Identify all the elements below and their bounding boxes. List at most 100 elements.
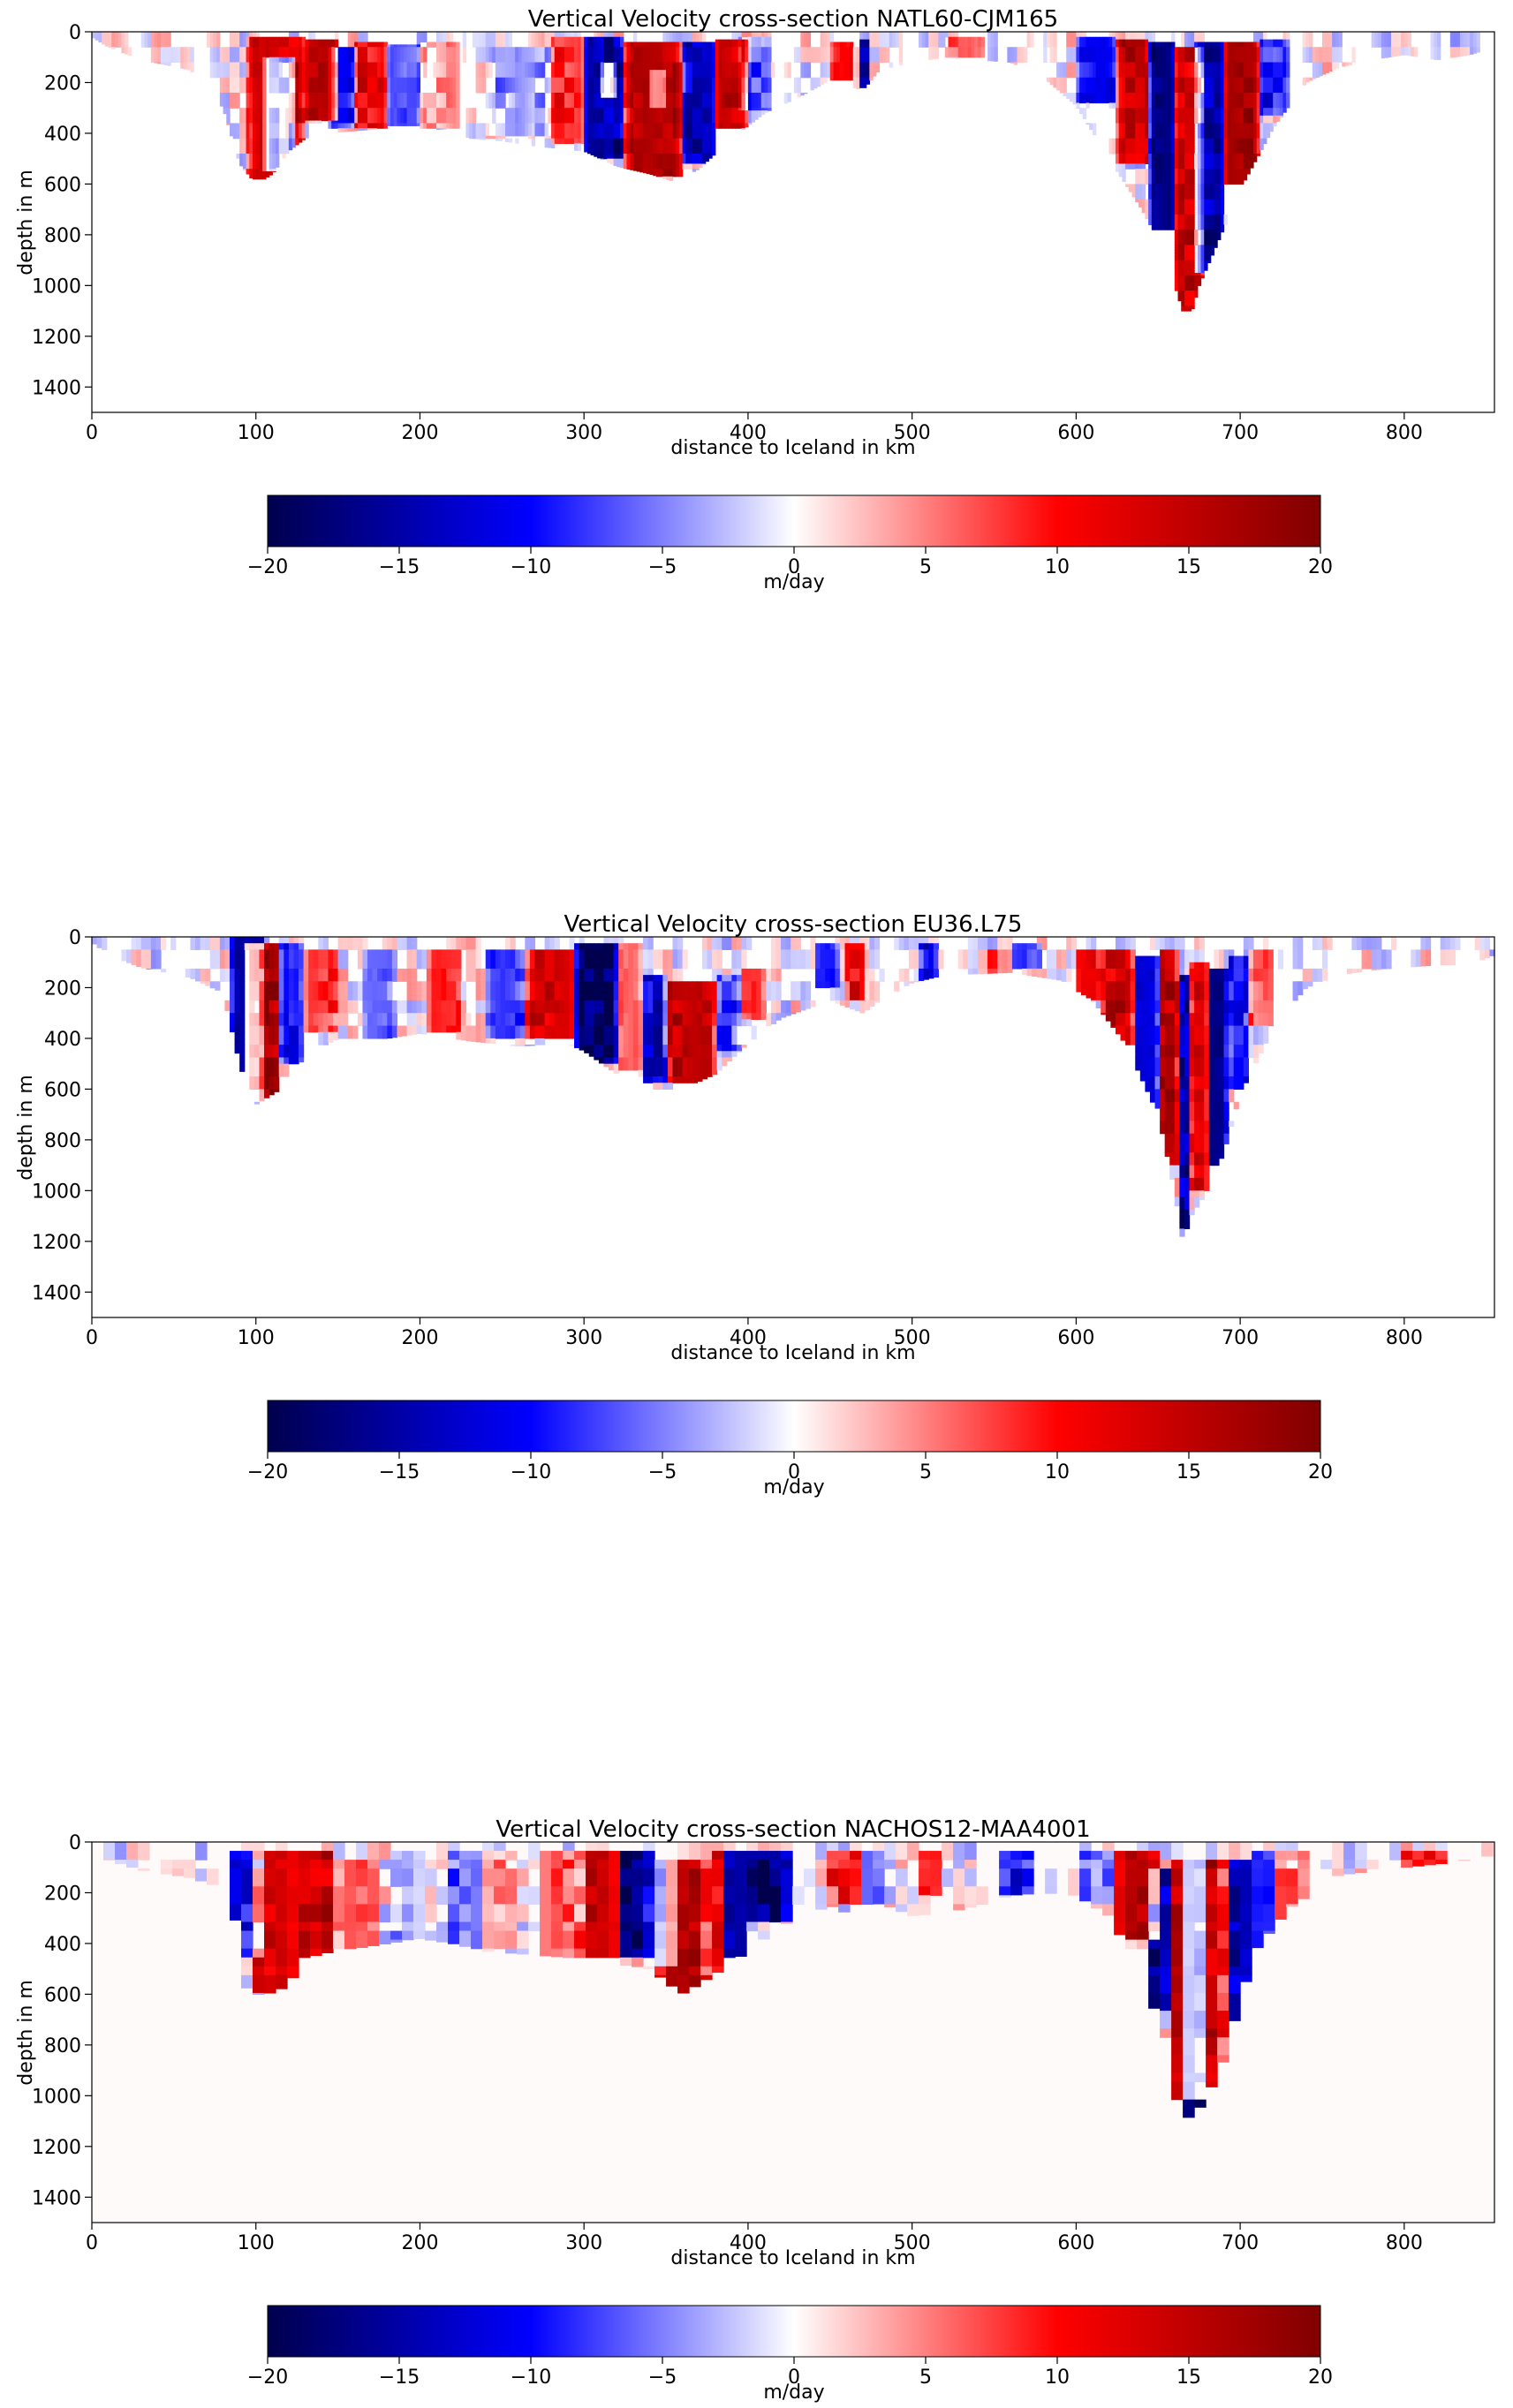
heatmap-cell xyxy=(410,59,414,64)
heatmap-cell xyxy=(308,67,313,71)
heatmap-cell xyxy=(561,85,565,88)
heatmap-cell xyxy=(586,105,592,109)
heatmap-cell xyxy=(282,36,286,41)
heatmap-cell xyxy=(148,34,152,38)
heatmap-cell xyxy=(255,90,261,94)
heatmap-cell xyxy=(617,67,621,71)
heatmap-cell xyxy=(354,115,359,119)
heatmap-cell xyxy=(255,112,261,117)
heatmap-cell xyxy=(276,135,280,140)
heatmap-cell xyxy=(436,79,441,84)
heatmap-cell xyxy=(456,100,460,104)
heatmap-cell xyxy=(443,70,447,73)
heatmap-cell xyxy=(482,82,487,86)
heatmap-cell xyxy=(492,42,496,45)
heatmap-cell xyxy=(255,138,261,142)
heatmap-cell xyxy=(511,123,516,126)
heatmap-cell xyxy=(406,108,411,111)
heatmap-cell xyxy=(318,92,322,96)
heatmap-cell xyxy=(341,57,345,61)
heatmap-cell xyxy=(551,59,556,64)
heatmap-cell xyxy=(557,131,562,134)
heatmap-cell xyxy=(364,36,368,41)
heatmap-cell xyxy=(311,120,316,125)
heatmap-cell xyxy=(295,34,299,38)
heatmap-cell xyxy=(242,74,247,79)
heatmap-cell xyxy=(502,90,506,94)
heatmap-cell xyxy=(449,90,454,94)
heatmap-cell xyxy=(291,70,296,73)
heatmap-cell xyxy=(436,34,441,38)
heatmap-cell xyxy=(262,90,267,94)
heatmap-cell xyxy=(314,115,319,119)
heatmap-cell xyxy=(561,42,565,45)
heatmap-cell xyxy=(357,42,362,45)
heatmap-cell xyxy=(574,82,579,86)
heatmap-cell xyxy=(397,72,401,76)
heatmap-cell xyxy=(383,49,388,53)
heatmap-cell xyxy=(436,94,441,99)
heatmap-cell xyxy=(426,105,431,109)
heatmap-cell xyxy=(242,62,247,65)
heatmap-cell xyxy=(521,100,526,104)
heatmap-cell xyxy=(498,138,503,142)
heatmap-cell xyxy=(121,42,125,45)
heatmap-cell xyxy=(492,97,496,102)
heatmap-cell xyxy=(324,115,329,119)
heatmap-cell xyxy=(443,94,447,99)
heatmap-cell xyxy=(276,74,280,79)
heatmap-cell xyxy=(495,138,500,141)
heatmap-cell xyxy=(561,132,565,137)
heatmap-cell xyxy=(216,34,221,38)
heatmap-cell xyxy=(508,125,513,129)
heatmap-cell xyxy=(525,47,529,50)
heatmap-cell xyxy=(285,51,290,56)
heatmap-cell xyxy=(485,32,490,35)
heatmap-cell xyxy=(230,94,234,99)
heatmap-cell xyxy=(387,105,391,109)
heatmap-cell xyxy=(344,54,349,58)
heatmap-cell xyxy=(433,105,437,109)
heatmap-cell xyxy=(383,117,388,122)
heatmap-cell xyxy=(551,64,556,68)
heatmap-cell xyxy=(531,120,536,125)
heatmap-cell xyxy=(561,79,565,84)
heatmap-cell xyxy=(564,132,569,137)
heatmap-cell xyxy=(525,77,529,81)
heatmap-cell xyxy=(590,153,594,155)
heatmap-cell xyxy=(357,120,362,125)
heatmap-cell xyxy=(314,54,319,58)
heatmap-cell xyxy=(525,92,529,96)
heatmap-cell xyxy=(479,128,483,132)
heatmap-cell xyxy=(525,100,529,104)
heatmap-cell xyxy=(308,105,313,109)
heatmap-cell xyxy=(534,67,539,71)
heatmap-cell xyxy=(617,112,621,117)
heatmap-cell xyxy=(538,115,542,119)
heatmap-cell xyxy=(253,74,257,79)
heatmap-cell xyxy=(383,51,388,56)
heatmap-cell xyxy=(429,97,434,102)
heatmap-cell xyxy=(357,82,362,86)
heatmap-cell xyxy=(557,64,562,68)
heatmap-cell xyxy=(255,132,261,137)
heatmap-cell xyxy=(397,62,401,65)
heatmap-cell xyxy=(259,67,263,71)
heatmap-cell xyxy=(590,138,594,142)
heatmap-cell xyxy=(253,151,257,155)
heatmap-cell xyxy=(255,125,261,129)
heatmap-cell xyxy=(456,94,460,99)
heatmap-cell xyxy=(551,57,556,61)
heatmap-cell xyxy=(403,92,408,96)
heatmap-cell xyxy=(276,85,280,88)
heatmap-cell xyxy=(632,140,638,145)
heatmap-cell xyxy=(623,51,628,56)
heatmap-cell xyxy=(255,169,261,172)
heatmap-cell xyxy=(600,102,605,106)
heatmap-cell xyxy=(249,123,253,126)
heatmap-cell xyxy=(528,77,533,81)
heatmap-cell xyxy=(426,125,431,129)
heatmap-cell xyxy=(347,112,352,117)
heatmap-cell xyxy=(429,117,434,122)
